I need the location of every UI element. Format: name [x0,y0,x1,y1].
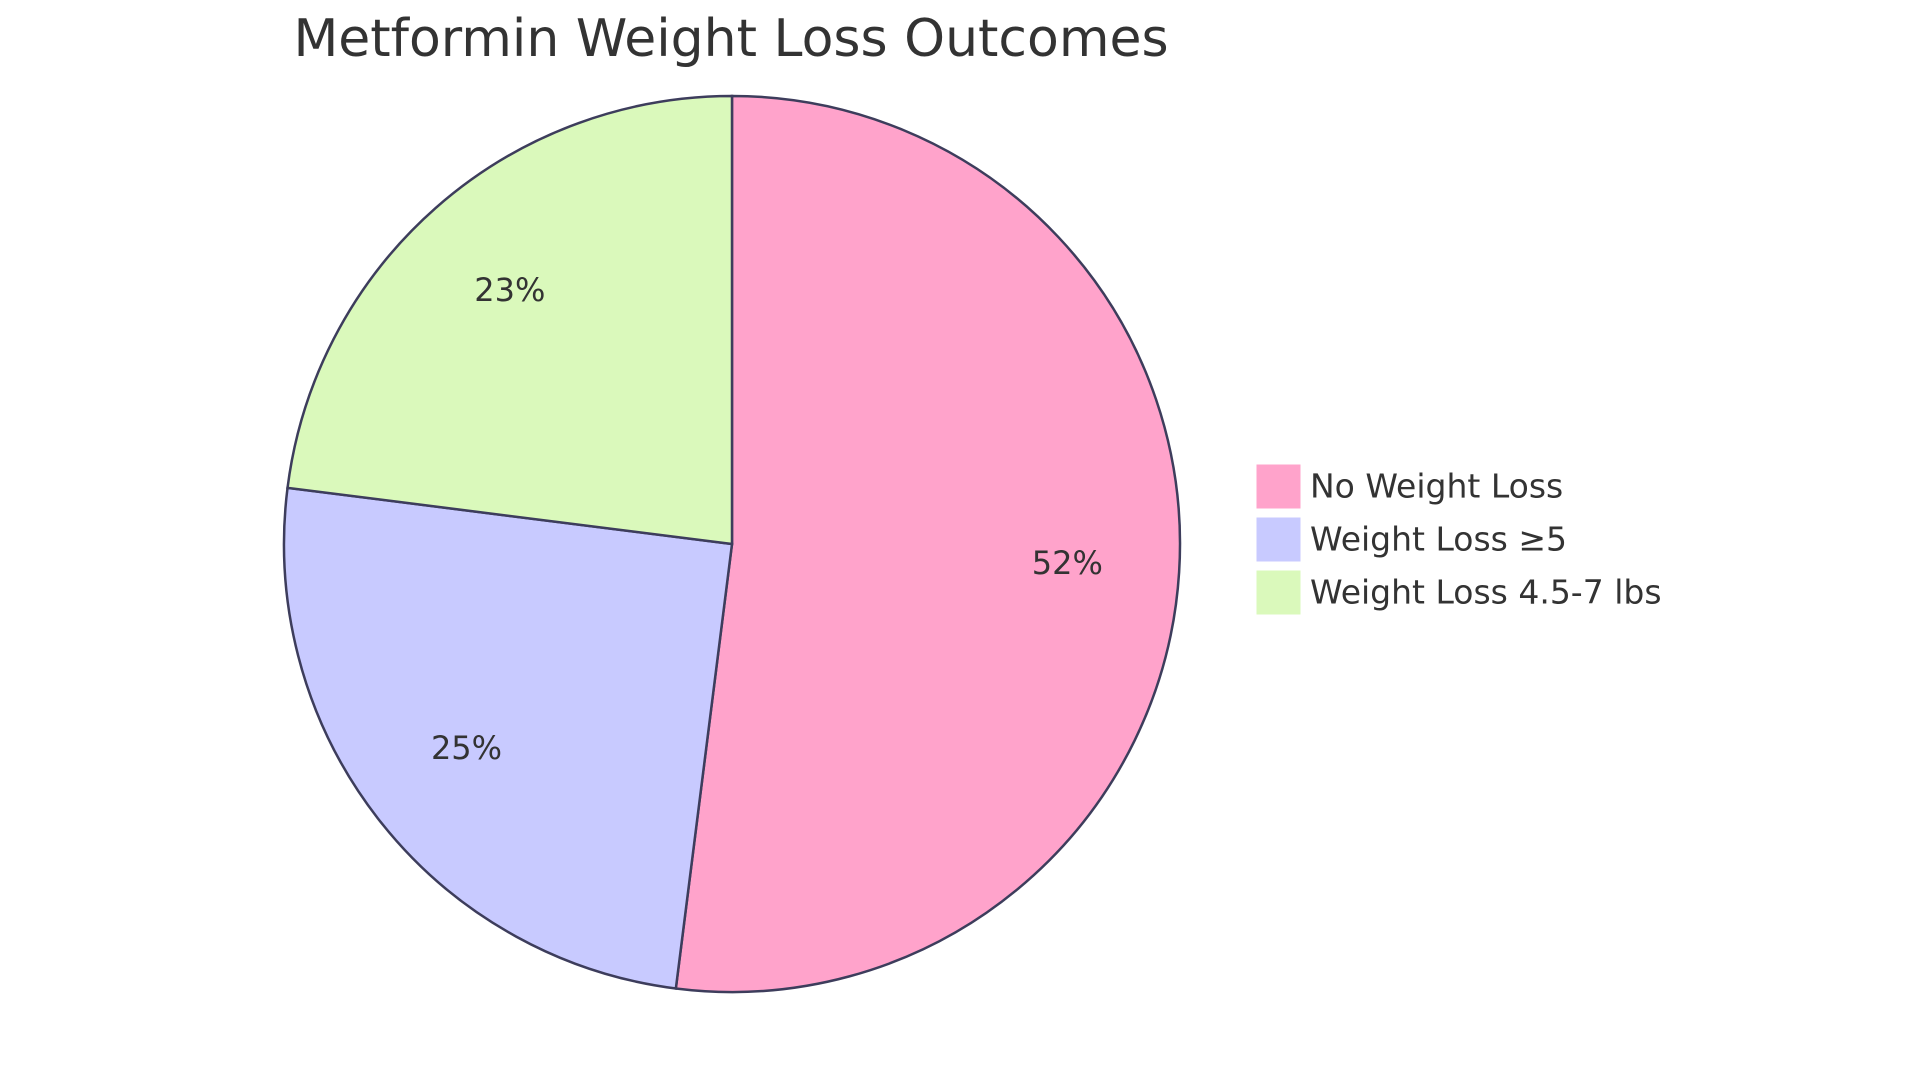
pie-slice [286,94,734,546]
chart-title: Metformin Weight Loss Outcomes [293,9,1168,69]
legend-label: Weight Loss 4.5-7 lbs [1310,573,1662,612]
legend-label: Weight Loss ≥5 [1310,520,1567,559]
value-label: 23% [474,271,545,309]
pie-slice [674,94,1182,994]
legend-swatch [1255,569,1302,616]
pie-slice [282,486,734,990]
legend-swatch [1255,516,1302,563]
legend-swatch [1255,463,1302,510]
value-label: 25% [431,729,502,767]
value-label: 52% [1032,544,1103,582]
legend-label: No Weight Loss [1310,467,1563,506]
